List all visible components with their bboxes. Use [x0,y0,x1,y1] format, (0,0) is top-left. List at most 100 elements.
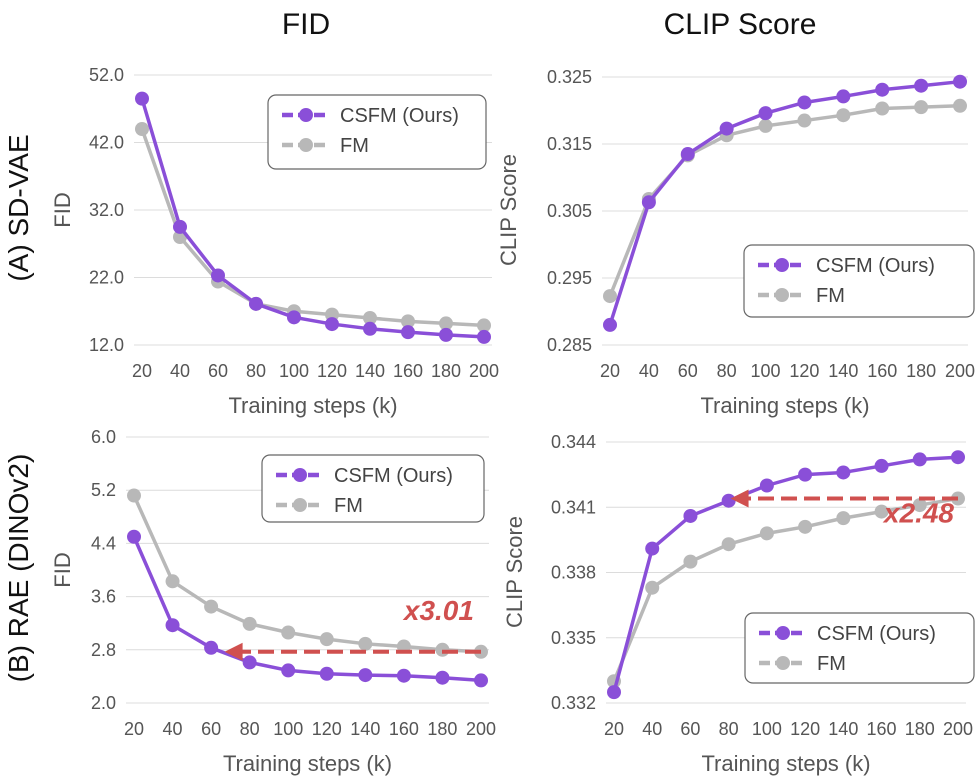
y-tick-label: 0.305 [547,201,592,221]
x-tick-label: 200 [469,361,499,381]
x-tick-label: 140 [828,361,858,381]
fm-series-line [140,128,485,328]
x-tick-label: 200 [943,719,973,739]
x-tick-label: 20 [124,719,144,739]
csfm-data-point [474,673,488,688]
csfm-data-point [607,685,621,700]
fm-data-point [836,511,851,526]
x-tick-label: 180 [905,719,935,739]
csfm-data-point [281,663,296,678]
csfm-data-point [165,618,180,633]
legend: CSFM (Ours) FM [261,454,485,523]
legend-label: FM [817,653,846,675]
legend-swatch-marker [776,626,790,640]
legend-swatch-marker [299,138,313,152]
csfm-data-point [173,219,187,234]
csfm-data-point [401,325,415,340]
legend-swatch-marker [299,108,313,122]
x-axis-label: Training steps (k) [228,393,397,418]
csfm-data-point [439,327,453,342]
legend-swatch-marker [776,656,790,670]
x-tick-label: 120 [317,361,347,381]
legend-label: CSFM (Ours) [817,623,936,645]
legend-swatch-marker [293,468,307,482]
csfm-data-point [135,91,149,106]
legend-swatch-marker [775,258,789,272]
csfm-data-point [721,493,736,508]
chart-b-fid: 2.0 2.8 3.6 4.4 5.2 6.0 20 40 60 80 100 120 140 160 18… [50,427,496,776]
chart-a-clip: 0.285 0.295 0.305 0.315 0.325 20 40 60 80 100 120 1… [496,67,975,418]
csfm-data-point [641,195,656,210]
fm-data-point [645,580,660,595]
fm-data-point [797,113,812,128]
x-tick-label: 20 [132,361,152,381]
y-tick-label: 42.0 [89,133,124,153]
x-tick-label: 100 [273,719,303,739]
fm-data-point [683,554,698,569]
csfm-data-point [287,310,301,325]
y-tick-label: 0.338 [551,563,596,583]
fm-data-point [165,574,180,589]
x-tick-label: 120 [790,719,820,739]
fm-data-point [875,101,890,116]
y-tick-label: 0.315 [547,134,592,154]
fm-data-point [135,122,149,136]
x-tick-label: 160 [393,361,423,381]
legend-box [743,244,975,318]
x-tick-label: 40 [639,361,659,381]
x-tick-label: 80 [719,719,739,739]
x-tick-label: 20 [604,719,624,739]
csfm-data-point [249,296,263,311]
row-title-sd-vae: (A) SD-VAE [3,134,34,281]
csfm-series-line [608,79,961,326]
fm-data-point [401,314,415,329]
col-title-fid: FID [282,8,330,41]
csfm-data-point [358,668,373,683]
csfm-data-point [798,467,813,482]
x-tick-label: 60 [201,719,221,739]
fm-data-point [127,488,141,503]
fm-data-point [721,537,736,552]
fm-data-point [912,498,927,513]
fm-series-line [132,494,482,654]
y-tick-label: 12.0 [89,335,124,355]
fm-data-point [836,108,851,123]
x-tick-label: 40 [642,719,662,739]
csfm-data-point [683,508,698,523]
x-tick-label: 120 [789,361,819,381]
y-axis-label: CLIP Score [496,154,521,266]
x-tick-label: 180 [427,719,457,739]
legend-swatch-marker [775,288,789,302]
legend-label: CSFM (Ours) [340,105,459,127]
col-title-clip-score: CLIP Score [664,8,817,41]
fm-data-point [758,118,773,133]
csfm-data-point [836,89,851,104]
fm-data-point [363,311,377,325]
legend-swatch-marker [293,498,307,512]
x-tick-label: 40 [170,361,190,381]
legend-box [744,612,975,684]
csfm-series-line [132,536,482,683]
fm-data-point [759,526,774,541]
csfm-data-point [874,458,889,473]
speedup-annotation: x2.48 [882,497,954,528]
csfm-data-point [242,655,257,670]
csfm-data-point [204,640,219,655]
y-tick-label: 32.0 [89,200,124,220]
legend: CSFM (Ours) FM [267,94,487,170]
legend-label: CSFM (Ours) [334,465,453,487]
legend-label: CSFM (Ours) [816,255,935,277]
csfm-data-point [797,95,812,110]
x-tick-label: 80 [246,361,266,381]
x-tick-label: 100 [752,719,782,739]
annotation-arrow-head [224,642,243,661]
y-axis-label: CLIP Score [502,516,527,628]
x-tick-label: 20 [600,361,620,381]
fm-data-point [798,519,813,534]
csfm-series-line [612,455,959,693]
csfm-data-point [719,121,734,136]
x-axis-label: Training steps (k) [700,393,869,418]
x-tick-label: 160 [867,361,897,381]
csfm-data-point [645,541,660,556]
